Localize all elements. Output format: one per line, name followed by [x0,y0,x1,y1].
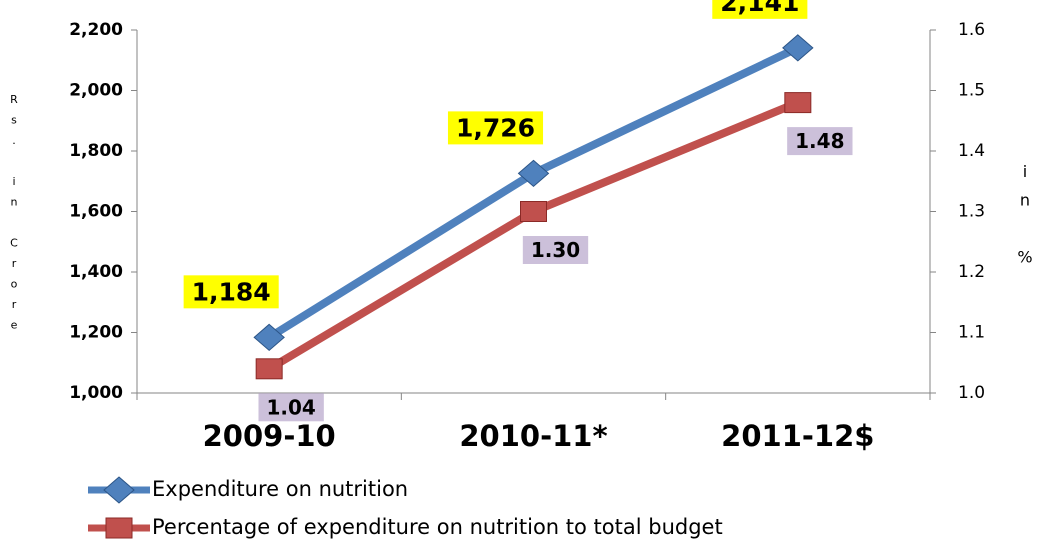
y-tick-label: 1,400 [69,262,123,282]
y2-tick-label: 1.4 [958,141,985,161]
value-label-group: 1,184 [183,275,279,309]
value-label-group: 1.30 [522,236,589,264]
value-label-box [183,275,279,309]
marker [517,159,550,188]
value-label: 1,184 [192,277,271,306]
value-label: 1.04 [266,395,315,419]
value-label: 1.48 [795,129,844,153]
y-tick-label: 1,000 [69,383,123,403]
value-label-box [522,236,589,264]
value-label-box [447,111,544,145]
marker [782,34,814,62]
marker [103,476,135,504]
marker [520,201,547,222]
value-label: 1.30 [531,238,580,262]
marker [784,92,812,114]
marker [253,323,285,352]
marker [105,517,133,539]
y2-tick-label: 1.1 [958,323,985,343]
value-label-group: 1.48 [787,127,853,156]
value-label: 2,141 [720,0,799,17]
value-label-box [712,0,808,19]
y-tick-label: 2,000 [69,81,123,101]
y2-tick-label: 1.5 [958,81,985,101]
x-tick-label: 2009-10 [203,419,336,453]
y-tick-label: 1,800 [69,141,123,161]
y-tick-label: 1,200 [69,323,123,343]
value-label-box [258,393,324,422]
y2-tick-label: 1.6 [958,20,985,40]
value-label: 1,726 [456,113,535,142]
x-tick-label: 2010-11* [459,419,607,453]
x-tick-label: 2011-12$ [721,419,874,453]
y2-tick-label: 1.2 [958,262,985,282]
value-label-group: 2,141 [712,0,808,19]
legend-label: Expenditure on nutrition [152,477,408,501]
legend-label: Percentage of expenditure on nutrition t… [152,515,723,539]
y2-tick-label: 1.3 [958,202,985,222]
value-label-group: 1,726 [447,111,544,145]
y-tick-label: 1,600 [69,202,123,222]
y-tick-label: 2,200 [69,20,123,40]
value-label-box [787,127,853,156]
value-label-group: 1.04 [258,393,324,422]
y2-tick-label: 1.0 [958,383,985,403]
marker [255,358,283,380]
series-line [267,44,800,341]
